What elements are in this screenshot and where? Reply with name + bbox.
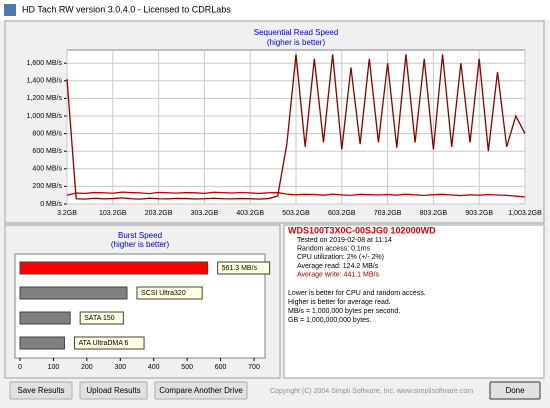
x-tick-label: 503.2GB [282, 210, 310, 217]
note-line: Higher is better for average read. [288, 299, 391, 306]
label-box [79, 311, 124, 325]
bar-label: 561.3 MB/s [222, 265, 258, 272]
burst-subtitle: (higher is better) [111, 240, 170, 249]
note-line: GB = 1,000,000,000 bytes. [288, 317, 372, 324]
bar-label: SCSI Ultra320 [141, 290, 186, 297]
button-label[interactable]: Save Results [17, 386, 64, 395]
burst-title: Burst Speed [118, 231, 162, 240]
read-subtitle: (higher is better) [267, 38, 326, 47]
x-tick-label: 600 [215, 364, 227, 371]
y-tick-label: 1,200 MB/s [27, 95, 63, 102]
x-tick-label: 103.2GB [99, 210, 127, 217]
read-title: Sequential Read Speed [254, 28, 339, 37]
x-tick-label: 1,003.2GB [508, 210, 542, 217]
stat-line: Tested on 2019-02-08 at 11:14 [297, 237, 392, 244]
x-tick-label: 403.2GB [236, 210, 264, 217]
y-tick-label: 200 MB/s [32, 183, 62, 190]
label-box [217, 261, 271, 275]
x-tick-label: 100 [48, 364, 60, 371]
done-label[interactable]: Done [505, 386, 525, 395]
y-tick-label: 1,000 MB/s [27, 113, 63, 120]
bar [19, 286, 128, 300]
x-tick-label: 300 [114, 364, 126, 371]
button[interactable] [154, 381, 248, 400]
bar-label: SATA 150 [84, 315, 115, 322]
x-tick-label: 3.2GB [57, 210, 77, 217]
y-tick-label: 600 MB/s [32, 148, 62, 155]
x-tick-label: 400 [148, 364, 160, 371]
stat-line: CPU utilization: 2% (+/- 2%) [297, 254, 384, 261]
info-panel [283, 224, 545, 379]
speed-line [66, 191, 526, 198]
y-tick-label: 800 MB/s [32, 130, 62, 137]
label-box [136, 286, 203, 300]
drive-name: WDS100T3X0C-00SJG0 102000WD [288, 225, 436, 235]
button[interactable] [9, 381, 73, 400]
button[interactable] [79, 381, 148, 400]
x-tick-label: 200 [81, 364, 93, 371]
y-tick-label: 0 MB/s [40, 201, 62, 208]
bar-label: ATA UltraDMA 6 [78, 340, 128, 347]
bar [19, 261, 209, 275]
x-tick-label: 803.2GB [420, 210, 448, 217]
note-line: Lower is better for CPU and random acces… [288, 290, 426, 297]
x-tick-label: 500 [181, 364, 193, 371]
button-label[interactable]: Upload Results [86, 386, 140, 395]
x-tick-label: 903.2GB [465, 210, 493, 217]
x-tick-label: 203.2GB [145, 210, 173, 217]
stat-write: Average write: 441.1 MB/s [297, 272, 379, 279]
speed-line [66, 54, 526, 200]
stat-line: Average read: 124.2 MB/s [297, 263, 379, 270]
label-box [73, 336, 145, 350]
x-tick-label: 703.2GB [374, 210, 402, 217]
y-tick-label: 400 MB/s [32, 166, 62, 173]
x-tick-label: 0 [18, 364, 22, 371]
copyright: Copyright (C) 2004 Simpli Software, Inc.… [270, 388, 473, 395]
x-tick-label: 303.2GB [191, 210, 219, 217]
title-bar [0, 0, 550, 20]
bar [19, 336, 65, 350]
button-label[interactable]: Compare Another Drive [159, 386, 243, 395]
y-tick-label: 1,600 MB/s [27, 60, 63, 67]
app-icon [4, 4, 16, 16]
y-tick-label: 1,400 MB/s [27, 78, 63, 85]
stat-line: Random access: 0.1ms [297, 246, 371, 253]
bar [19, 311, 71, 325]
done-button[interactable] [489, 381, 541, 400]
x-tick-label: 700 [248, 364, 260, 371]
window-title: HD Tach RW version 3.0.4.0 - Licensed to… [22, 4, 231, 14]
note-line: MB/s = 1,000,000 bytes per second. [288, 308, 400, 315]
x-tick-label: 603.2GB [328, 210, 356, 217]
